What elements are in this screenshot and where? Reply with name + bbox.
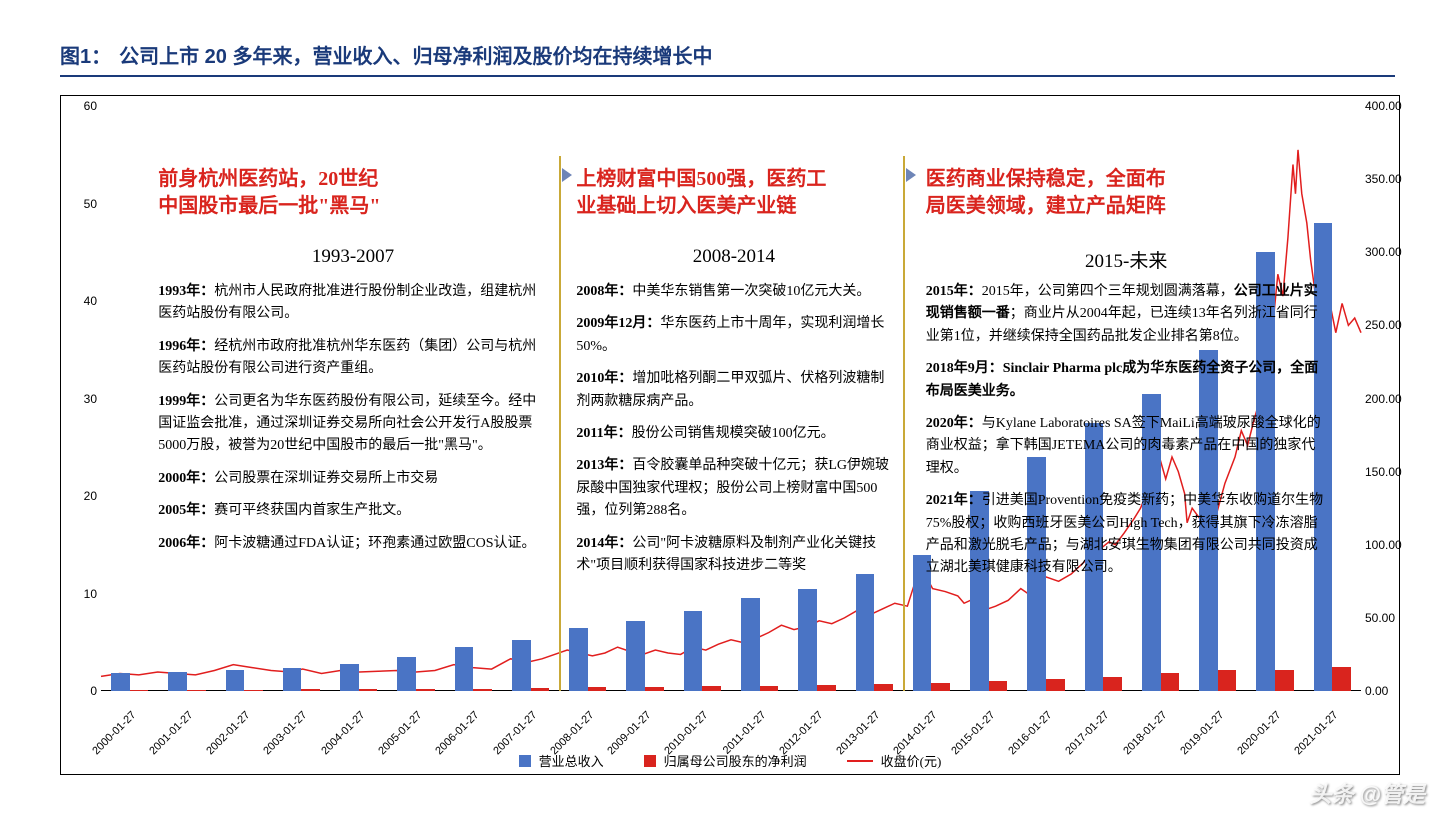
period-header: 医药商业保持稳定，全面布局医美领域，建立产品矩阵 (926, 166, 1327, 220)
profit-bar (702, 686, 721, 691)
y-left-tick: 30 (71, 392, 97, 406)
timeline-events: 1993年：杭州市人民政府批准进行股份制企业改造，组建杭州医药站股份有限公司。 1… (158, 281, 547, 565)
timeline-event: 2005年：赛可平终获国内首家生产批文。 (158, 500, 547, 522)
revenue-bar (684, 611, 703, 691)
period-range: 1993-2007 (158, 246, 547, 268)
plot-area: 01020304050600.0050.00100.00150.00200.00… (101, 106, 1361, 691)
arrow-icon (562, 168, 572, 182)
timeline-event: 1993年：杭州市人民政府批准进行股份制企业改造，组建杭州医药站股份有限公司。 (158, 281, 547, 326)
revenue-bar (741, 598, 760, 691)
period-divider (903, 156, 905, 691)
y-left-tick: 0 (71, 684, 97, 698)
profit-bar (1218, 670, 1237, 691)
revenue-bar (226, 670, 245, 691)
y-left-tick: 10 (71, 587, 97, 601)
profit-bar (244, 690, 263, 691)
y-right-tick: 200.00 (1365, 392, 1409, 406)
profit-bar (760, 686, 779, 691)
profit-bar (473, 689, 492, 691)
profit-bar (874, 684, 893, 691)
y-left-tick: 60 (71, 99, 97, 113)
profit-bar (359, 689, 378, 691)
profit-bar (1332, 667, 1351, 691)
profit-bar (301, 689, 320, 691)
timeline-event: 2008年：中美华东销售第一次突破10亿元大关。 (576, 281, 891, 303)
profit-bar (817, 685, 836, 691)
revenue-bar (798, 589, 817, 691)
profit-bar (931, 683, 950, 691)
period-header: 前身杭州医药站，20世纪中国股市最后一批"黑马" (158, 166, 547, 220)
legend-line-icon (847, 760, 873, 762)
profit-bar (531, 688, 550, 691)
revenue-bar (168, 672, 187, 692)
profit-bar (130, 690, 149, 691)
period-header: 上榜财富中国500强，医药工业基础上切入医美产业链 (576, 166, 891, 220)
profit-bar (588, 687, 607, 691)
profit-bar (645, 687, 664, 691)
revenue-bar (512, 640, 531, 691)
x-tick: 2011-01-27 (720, 709, 768, 757)
timeline-event: 2000年：公司股票在深圳证券交易所上市交易 (158, 468, 547, 490)
timeline-event: 2021年：引进美国Provention免疫类新药；中美华东收购道尔生物75%股… (926, 490, 1327, 580)
timeline-event: 2020年：与Kylane Laboratoires SA签下MaiLi高端玻尿… (926, 413, 1327, 480)
legend-square-icon (644, 755, 656, 767)
figure-title-bar: 图1： 公司上市 20 多年来，营业收入、归母净利润及股价均在持续增长中 (60, 40, 1395, 77)
profit-bar (1275, 670, 1294, 691)
revenue-bar (626, 621, 645, 691)
y-left-tick: 20 (71, 489, 97, 503)
timeline-event: 2009年12月：华东医药上市十周年，实现利润增长50%。 (576, 313, 891, 358)
legend-item: 收盘价(元) (847, 751, 942, 770)
title-text: 公司上市 20 多年来，营业收入、归母净利润及股价均在持续增长中 (119, 40, 712, 69)
period-divider (559, 156, 561, 691)
arrow-icon (906, 168, 916, 182)
legend-label: 收盘价(元) (881, 751, 942, 770)
revenue-bar (397, 657, 416, 691)
period-range: 2015-未来 (926, 246, 1327, 273)
revenue-bar (111, 673, 130, 691)
profit-bar (1046, 679, 1065, 691)
revenue-bar (455, 647, 474, 691)
timeline-event: 2011年：股份公司销售规模突破100亿元。 (576, 423, 891, 445)
profit-bar (989, 681, 1008, 691)
y-right-tick: 400.00 (1365, 99, 1409, 113)
legend-square-icon (519, 755, 531, 767)
y-right-tick: 150.00 (1365, 465, 1409, 479)
profit-bar (1161, 673, 1180, 691)
timeline-event: 1996年：经杭州市政府批准杭州华东医药（集团）公司与杭州医药站股份有限公司进行… (158, 336, 547, 381)
y-left-tick: 50 (71, 197, 97, 211)
legend-label: 营业总收入 (539, 751, 604, 770)
legend-label: 归属母公司股东的净利润 (664, 751, 807, 770)
timeline-event: 2018年9月：Sinclair Pharma plc成为华东医药全资子公司，全… (926, 358, 1327, 403)
y-right-tick: 300.00 (1365, 245, 1409, 259)
y-right-tick: 100.00 (1365, 538, 1409, 552)
timeline-events: 2008年：中美华东销售第一次突破10亿元大关。 2009年12月：华东医药上市十… (576, 281, 891, 587)
profit-bar (416, 689, 435, 691)
profit-bar (1103, 677, 1122, 691)
watermark: 头条 @管是 (1309, 777, 1425, 809)
timeline-events: 2015年：2015年，公司第四个三年规划圆满落幕，公司工业片实现销售额一番；商… (926, 281, 1327, 590)
revenue-bar (340, 664, 359, 691)
timeline-event: 1999年：公司更名为华东医药股份有限公司，延续至今。经中国证监会批准，通过深圳… (158, 391, 547, 458)
timeline-event: 2006年：阿卡波糖通过FDA认证；环孢素通过欧盟COS认证。 (158, 533, 547, 555)
revenue-bar (569, 628, 588, 691)
chart-legend: 营业总收入 归属母公司股东的净利润 收盘价(元) (61, 751, 1399, 770)
revenue-bar (856, 574, 875, 691)
timeline-event: 2010年：增加吡格列酮二甲双弧片、伏格列波糖制剂两款糖尿病产品。 (576, 368, 891, 413)
timeline-event: 2014年：公司"阿卡波糖原料及制剂产业化关键技术"项目顺利获得国家科技进步二等… (576, 533, 891, 578)
y-right-tick: 250.00 (1365, 318, 1409, 332)
profit-bar (187, 690, 206, 691)
title-prefix: 图1： (60, 40, 111, 69)
timeline-event: 2015年：2015年，公司第四个三年规划圆满落幕，公司工业片实现销售额一番；商… (926, 281, 1327, 348)
y-left-tick: 40 (71, 294, 97, 308)
y-right-tick: 0.00 (1365, 684, 1409, 698)
timeline-event: 2013年：百令胶囊单品种突破十亿元；获LG伊婉玻尿酸中国独家代理权；股份公司上… (576, 455, 891, 522)
y-right-tick: 50.00 (1365, 611, 1409, 625)
y-right-tick: 350.00 (1365, 172, 1409, 186)
legend-item: 归属母公司股东的净利润 (644, 751, 807, 770)
period-range: 2008-2014 (576, 246, 891, 268)
chart-frame: 01020304050600.0050.00100.00150.00200.00… (60, 95, 1400, 775)
legend-item: 营业总收入 (519, 751, 604, 770)
revenue-bar (283, 668, 302, 691)
